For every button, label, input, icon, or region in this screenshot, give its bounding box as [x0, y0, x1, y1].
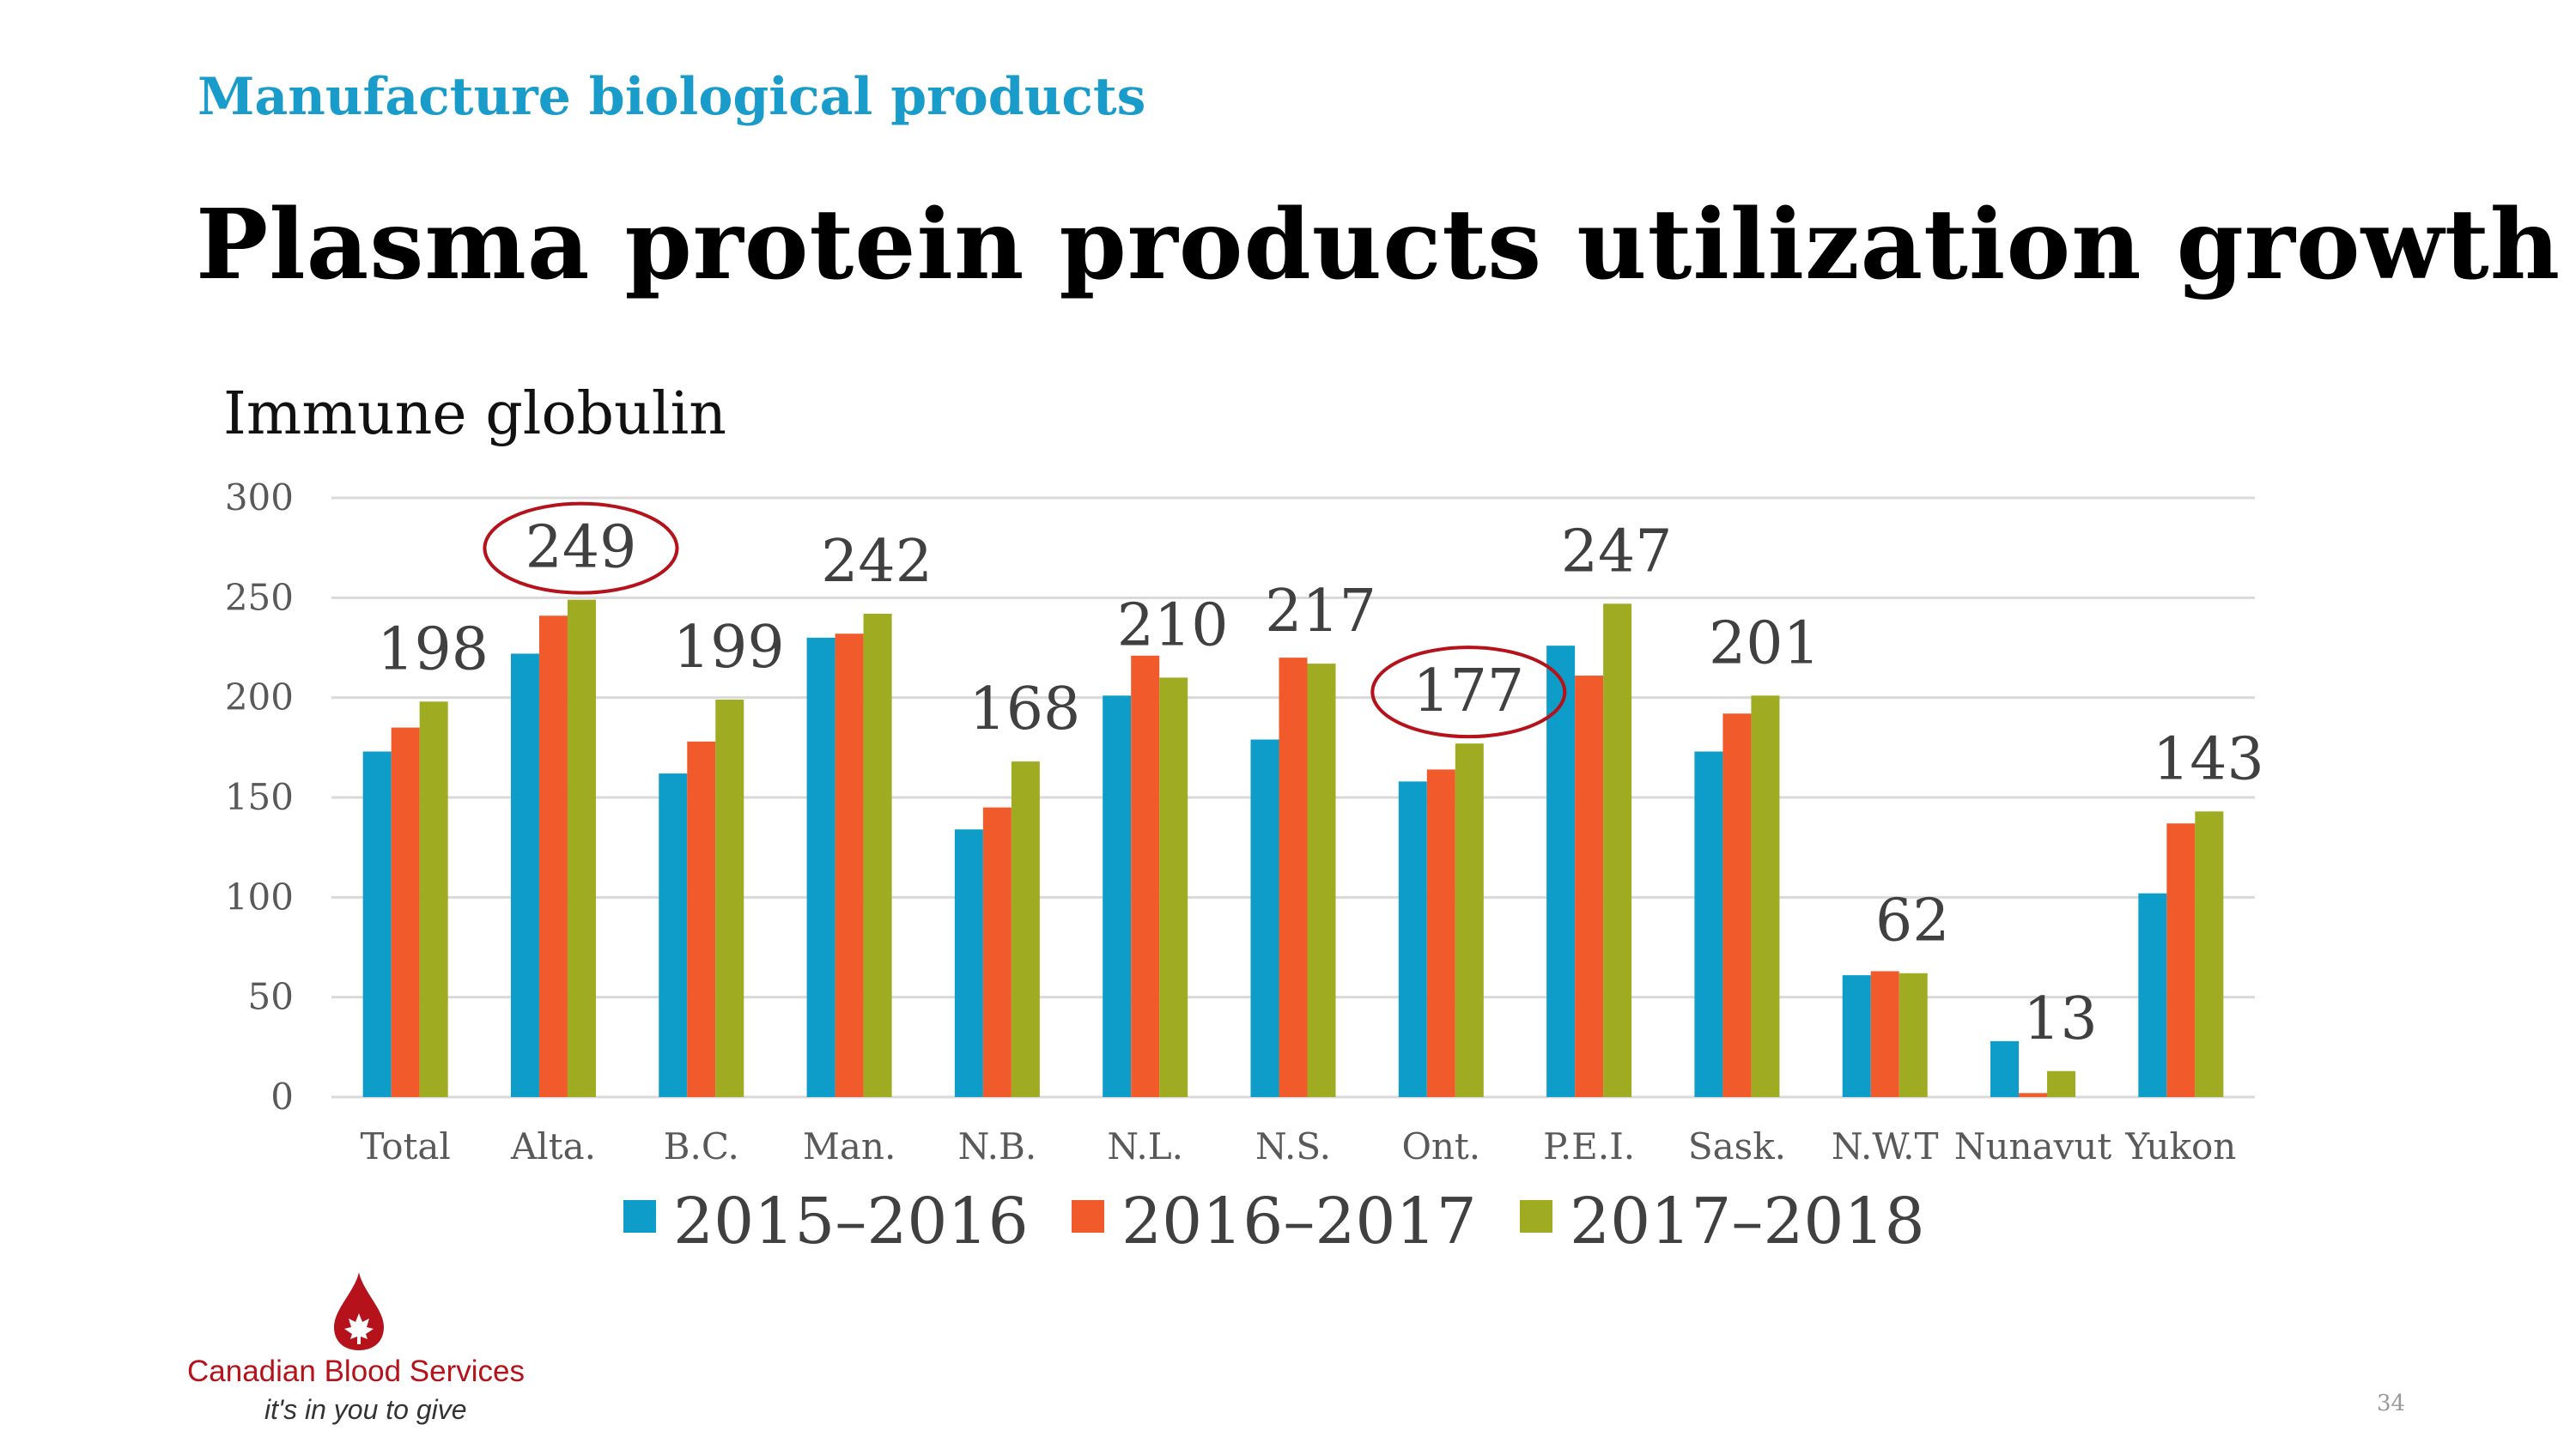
legend-swatch — [623, 1200, 656, 1233]
bar — [510, 653, 539, 1097]
data-label: 13 — [2023, 985, 2098, 1053]
bar — [391, 727, 420, 1097]
bar — [1011, 761, 1040, 1097]
data-label: 62 — [1875, 888, 1950, 955]
bar — [1398, 781, 1427, 1097]
data-label: 217 — [1265, 578, 1376, 646]
bar — [863, 613, 892, 1097]
bar — [1455, 743, 1484, 1097]
highlight-ellipse — [483, 501, 679, 595]
y-tick-label: 200 — [225, 676, 294, 718]
legend-label: 2015–2016 — [673, 1185, 1029, 1258]
x-tick-label: N.L. — [1107, 1125, 1183, 1167]
data-label: 201 — [1709, 609, 1820, 677]
legend-swatch — [1520, 1200, 1552, 1233]
y-tick-label: 100 — [225, 876, 294, 918]
logo: Canadian Blood Services it's in you to g… — [187, 1270, 531, 1434]
x-tick-label: Alta. — [510, 1125, 596, 1167]
bar — [1694, 751, 1723, 1097]
bar — [1103, 695, 1132, 1097]
data-label: 210 — [1117, 591, 1229, 659]
data-label: 247 — [1561, 518, 1673, 585]
y-tick-label: 250 — [225, 576, 294, 618]
bar — [1990, 1040, 2020, 1097]
data-label: 199 — [673, 614, 785, 682]
blood-drop-maple-leaf-icon — [334, 1272, 384, 1350]
data-label: 242 — [821, 528, 933, 596]
legend-swatch — [1072, 1200, 1104, 1233]
data-label: 249 — [526, 514, 637, 582]
bar — [538, 615, 568, 1097]
x-tick-label: Total — [360, 1125, 450, 1167]
y-tick-label: 50 — [248, 976, 294, 1018]
bar — [1546, 646, 1576, 1097]
bar — [1751, 695, 1780, 1097]
bar — [1870, 971, 1899, 1097]
logo-name: Canadian Blood Services — [187, 1355, 526, 1388]
x-tick-label: N.W.T — [1832, 1125, 1939, 1167]
data-label: 198 — [377, 615, 489, 683]
x-tick-label: N.B. — [958, 1125, 1037, 1167]
bar — [1899, 973, 1928, 1097]
bar — [567, 599, 596, 1097]
bar — [806, 637, 835, 1097]
highlight-ellipse — [1370, 646, 1567, 739]
y-tick-label: 150 — [225, 776, 294, 818]
bar — [1279, 658, 1308, 1097]
bar — [835, 634, 864, 1097]
x-tick-label: N.S. — [1255, 1125, 1331, 1167]
bar — [687, 741, 716, 1097]
bar — [1426, 769, 1455, 1097]
x-tick-label: Nunavut — [1954, 1125, 2112, 1167]
bar — [715, 699, 744, 1097]
y-tick-label: 0 — [270, 1076, 294, 1118]
bar — [1131, 655, 1160, 1097]
bar-chart: Immune globulin 0 50 100 150 200 250 300 Total Al… — [223, 380, 2264, 1258]
bar — [1842, 975, 1871, 1097]
bar — [2047, 1070, 2076, 1097]
bar — [954, 829, 983, 1097]
bar — [659, 773, 688, 1097]
x-tick-label: Yukon — [2124, 1125, 2236, 1167]
bar — [982, 807, 1012, 1097]
logo-tagline: it's in you to give — [264, 1394, 467, 1425]
bar — [1722, 713, 1752, 1097]
legend-label: 2017–2018 — [1570, 1185, 1925, 1258]
bar — [1307, 664, 1336, 1097]
legend-label: 2016–2017 — [1121, 1185, 1477, 1258]
bar — [2138, 893, 2167, 1097]
y-tick-label: 300 — [225, 476, 294, 518]
page-number: 34 — [2377, 1391, 2406, 1416]
bar — [1575, 676, 1604, 1097]
x-tick-label: B.C. — [664, 1125, 739, 1167]
bar — [419, 701, 448, 1097]
x-tick-label: Sask. — [1688, 1125, 1786, 1167]
chart-title: Immune globulin — [223, 380, 726, 448]
slide-title: Plasma protein products utilization grow… — [196, 189, 2561, 301]
bar — [2195, 811, 2224, 1097]
slide-kicker: Manufacture biological products — [197, 67, 1146, 127]
bar — [1250, 739, 1279, 1097]
data-label: 143 — [2153, 725, 2264, 793]
bar — [2019, 1093, 2048, 1097]
bar — [2166, 823, 2196, 1097]
bar — [1603, 603, 1632, 1097]
x-tick-label: P.E.I. — [1543, 1125, 1635, 1167]
data-label: 177 — [1413, 658, 1524, 725]
bar — [1159, 677, 1188, 1097]
x-tick-label: Ont. — [1401, 1125, 1480, 1167]
data-label: 168 — [969, 676, 1080, 743]
bar — [362, 751, 392, 1097]
x-tick-label: Man. — [803, 1125, 896, 1167]
